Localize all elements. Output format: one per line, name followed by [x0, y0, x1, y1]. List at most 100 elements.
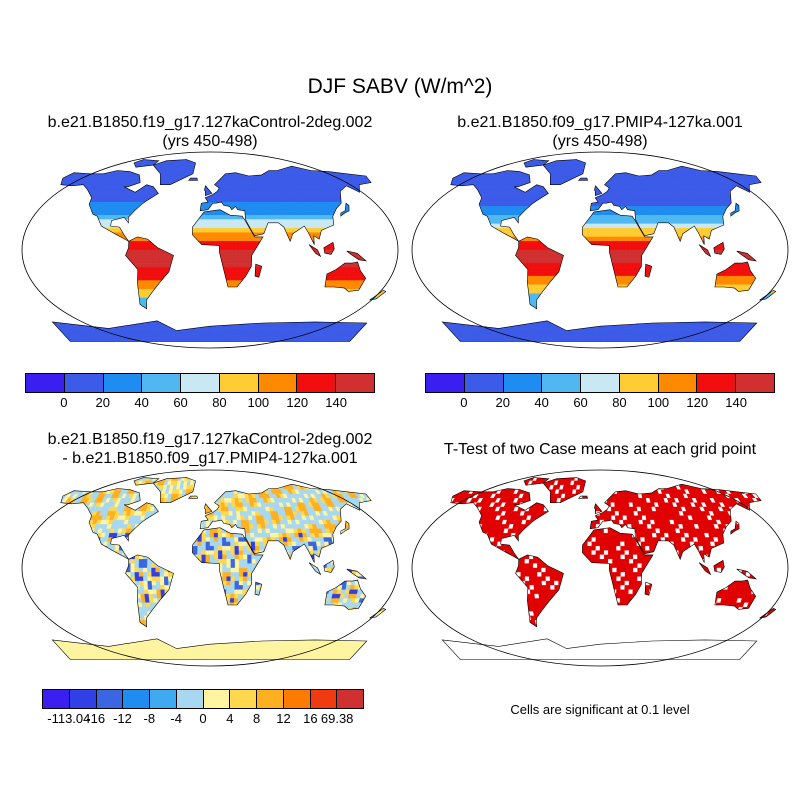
map-control-grid-cell	[247, 258, 252, 264]
panel-title-ttest: T-Test of two Case means at each grid po…	[410, 440, 790, 459]
map-control-grid-cell	[306, 154, 312, 158]
map-control-grid-cell	[238, 219, 243, 225]
map-control-grid-cell	[201, 232, 207, 238]
map-control-grid-cell	[230, 275, 235, 281]
panel-title-difference: b.e21.B1850.f19_g17.127kaControl-2deg.00…	[20, 430, 400, 468]
map-pmip4-grid-cell	[614, 184, 619, 190]
map-control-grid-cell	[341, 167, 350, 172]
map-control-grid-cell	[285, 154, 291, 158]
map-control-grid-cell	[218, 232, 223, 238]
map-pmip4-grid-cell	[497, 159, 505, 164]
map-control-grid-cell	[200, 336, 205, 342]
map-control-grid-cell	[138, 258, 144, 264]
map-pmip4-grid-cell	[461, 162, 470, 168]
map-control-grid-cell	[230, 228, 236, 233]
map-control-grid-cell	[44, 311, 51, 315]
map-pmip4-grid-cell	[460, 167, 469, 172]
map-control-grid-cell	[222, 232, 227, 238]
map-pmip4-grid-cell	[724, 162, 733, 168]
map-control-grid-cell	[320, 341, 329, 342]
map-pmip4-grid-cell	[611, 197, 616, 203]
map-control-grid-cell	[81, 167, 89, 172]
map-pmip4-grid-cell	[467, 162, 476, 168]
map-pmip4-grid-cell	[618, 188, 623, 194]
map-pmip4-grid-cell	[485, 154, 492, 158]
map-control-grid-cell	[255, 228, 260, 233]
map-control-grid-cell	[54, 180, 62, 185]
map-control-grid-cell	[230, 241, 236, 246]
map-control-grid-cell	[91, 167, 99, 172]
map-pmip4-grid-cell	[519, 154, 525, 158]
map-pmip4-grid-cell	[482, 154, 489, 158]
map-control-grid-cell	[334, 162, 343, 168]
map-control-grid-cell	[258, 219, 264, 225]
map-control-grid-cell	[110, 341, 118, 342]
map-control-grid-cell	[97, 162, 105, 168]
map-pmip4-grid-cell	[471, 162, 479, 168]
map-pmip4-grid-cell	[470, 154, 477, 158]
map-pmip4-grid-cell	[579, 167, 584, 172]
map-control-grid-cell	[213, 215, 219, 220]
map-control-grid-cell	[221, 219, 227, 225]
map-pmip4-grid-cell	[461, 159, 471, 164]
map-pmip4-grid-cell	[737, 167, 746, 172]
map-control-grid-cell	[132, 341, 139, 342]
map-control-grid-cell	[251, 241, 257, 246]
map-control-grid-cell	[205, 201, 211, 207]
map-control-grid-cell	[54, 315, 62, 320]
map-control-grid-cell	[239, 241, 244, 246]
map-control-grid-cell	[315, 162, 323, 168]
map-control-grid-cell	[224, 193, 230, 198]
map-control-grid-cell	[139, 154, 144, 158]
map-control-grid-cell	[151, 249, 156, 255]
map-control-grid-cell	[247, 245, 252, 251]
panel-title-control: b.e21.B1850.f19_g17.127kaControl-2deg.00…	[20, 113, 400, 151]
panel-title-control-line2: (yrs 450-498)	[162, 133, 258, 150]
map-control-grid-cell	[244, 197, 249, 203]
map-control-grid-cell	[226, 232, 232, 238]
map-control-grid-cell	[259, 228, 265, 233]
map-pmip4-grid-cell	[634, 197, 639, 203]
map-control-grid-cell	[38, 193, 45, 197]
map-control-grid-cell	[140, 275, 146, 281]
map-control-grid-cell	[365, 315, 374, 320]
map-control-grid-cell	[212, 332, 217, 338]
map-control-grid-cell	[343, 159, 352, 164]
map-control-grid-cell	[314, 341, 323, 342]
map-pmip4-grid-cell	[733, 159, 742, 164]
map-control-grid-cell	[98, 154, 105, 158]
map-pmip4-grid-cell	[464, 167, 473, 172]
map-pmip4-grid-cell	[675, 154, 681, 158]
map-control-grid-cell	[164, 267, 170, 272]
map-control-grid-cell	[110, 159, 118, 164]
map-control-grid-cell	[155, 254, 161, 259]
map-control-grid-cell	[142, 254, 148, 259]
map-pmip4-grid-cell	[477, 159, 486, 164]
map-control-grid-cell	[331, 162, 339, 168]
map-pmip4-grid-cell	[717, 159, 726, 164]
map-control-grid-cell	[202, 328, 207, 333]
map-control-grid-cell	[326, 245, 332, 251]
map-control-grid-cell	[209, 219, 215, 225]
map-control-grid-cell	[52, 310, 55, 316]
map-control-grid-cell	[126, 154, 132, 158]
map-control-grid-cell	[247, 254, 253, 259]
map-control-grid-cell	[247, 249, 252, 255]
map-pmip4-grid-cell	[717, 154, 724, 158]
map-pmip4-grid-cell	[761, 188, 770, 194]
map-control-grid-cell	[94, 341, 103, 342]
map-control-grid-cell	[217, 228, 223, 233]
map-pmip4-grid-cell	[690, 154, 696, 158]
map-control-grid-cell	[209, 332, 214, 338]
map-control-grid-cell	[361, 315, 370, 320]
map-control-grid-cell	[221, 197, 226, 203]
map-pmip4-grid-cell	[442, 184, 449, 190]
map-pmip4-grid-cell	[711, 159, 719, 164]
map-control-grid-cell	[311, 341, 320, 342]
map-control-grid-cell	[282, 154, 288, 158]
map-control-grid-cell	[234, 245, 240, 251]
map-pmip4-grid-cell	[481, 167, 489, 172]
map-control-grid-cell	[196, 328, 201, 333]
map-control-grid-cell	[209, 336, 214, 342]
map-control-grid-cell	[321, 159, 329, 164]
